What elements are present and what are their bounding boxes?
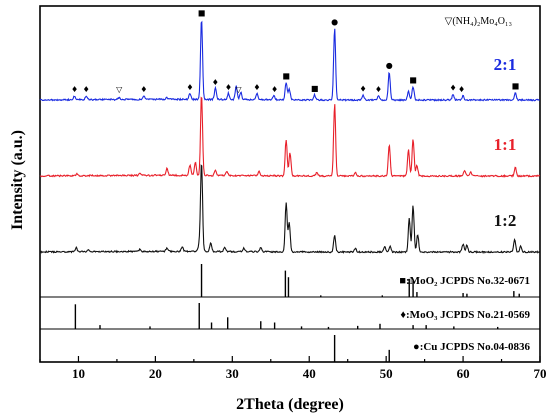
reference-label: ■:MoO₂ JCPDS No.32-0671 [399,275,530,287]
reference-label: ●:Cu JCPDS No.04-0836 [413,341,530,353]
x-tick-label: 10 [72,366,85,381]
peak-marker: ♦ [271,85,278,94]
peak-marker: ♦ [458,85,465,94]
x-axis-title: 2Theta (degree) [236,396,344,413]
peak-marker: ♦ [83,85,90,94]
peak-marker: ♦ [253,83,260,92]
series-label: 1:2 [494,211,517,230]
peak-marker: ♦ [71,85,78,94]
peak-marker: ▽ [235,85,242,94]
peak-marker: ♦ [186,83,193,92]
series-line [39,96,541,178]
peak-marker: ▽ [116,85,123,94]
peak-marker: ■ [198,8,206,17]
peak-marker: ■ [282,72,290,81]
series-label: 2:1 [494,55,517,74]
series-labels: 2:1 1:1 1:2 [494,55,517,230]
x-tick-label: 70 [534,366,547,381]
peak-marker: ■ [409,75,417,84]
series-label: 1:1 [494,135,517,154]
y-axis-title: Intensity (a.u.) [9,130,26,230]
peak-marker: ♦ [140,85,147,94]
legend-marker-text: (NH₄)₂Mo₄O₁₃ [452,16,512,27]
peak-marker: ● [386,61,393,70]
legend-note: ▽(NH₄)₂Mo₄O₁₃ [445,16,512,27]
series-lines [39,20,541,254]
x-tick-label: 30 [226,366,239,381]
peak-marker: ♦ [449,83,456,92]
x-tick-label: 20 [149,366,162,381]
peak-marker: ♦ [359,85,366,94]
peak-marker: ■ [512,82,520,91]
series-line [39,20,540,102]
peak-markers: ♦ ♦ ♦ ♦♦♦ ♦ ♦ ♦ ♦ ♦ ♦■■■■■●●▽ ▽ [71,8,519,94]
x-axis: 10 20 30 40 50 60 70 [39,356,547,381]
reference-label: ♦:MoO₃ JCPDS No.21-0569 [400,309,530,321]
legend-marker-icon: ▽ [445,16,453,27]
x-tick-label: 40 [303,366,316,381]
peak-marker: ♦ [375,85,382,94]
peak-marker: ● [331,18,338,27]
peak-marker: ■ [311,84,319,93]
x-tick-label: 50 [380,366,393,381]
series-line [39,164,540,254]
reference-panels: ■:MoO₂ JCPDS No.32-0671 ♦:MoO₃ JCPDS No.2… [40,264,540,363]
peak-marker: ♦ [212,78,219,87]
peak-marker: ♦ [225,83,232,92]
x-tick-label: 60 [457,366,470,381]
